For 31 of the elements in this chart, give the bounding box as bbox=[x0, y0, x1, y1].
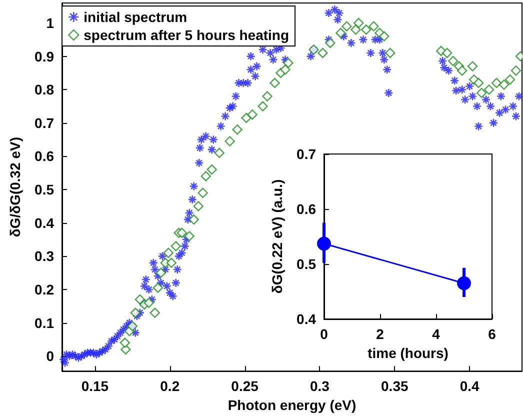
x-axis-title: Photon energy (eV) bbox=[228, 397, 356, 413]
x-tick-label: 0.2 bbox=[160, 378, 180, 394]
y-tick-label: 0.7 bbox=[34, 114, 54, 131]
y-tick-label: 0.6 bbox=[296, 201, 316, 217]
x-tick-label: 0.15 bbox=[81, 378, 109, 394]
y-tick-label: 0 bbox=[46, 348, 54, 364]
y-tick-label: 0.4 bbox=[34, 214, 54, 231]
x-tick-label: 4 bbox=[432, 326, 440, 342]
y-tick-label: 0.1 bbox=[34, 314, 54, 331]
y-tick-label: 0.4 bbox=[296, 311, 316, 327]
x-tick-label: 0.35 bbox=[381, 378, 408, 394]
y-tick-label: 0.6 bbox=[34, 148, 54, 164]
y-axis-title: δG/δG(0.32 eV) bbox=[7, 136, 23, 238]
y-tick-label: 0.8 bbox=[34, 82, 54, 98]
x-tick-label: 6 bbox=[488, 326, 496, 342]
x-axis-title: time (hours) bbox=[368, 344, 448, 361]
x-tick-label: 0.25 bbox=[231, 378, 259, 394]
y-tick-label: 0.9 bbox=[34, 48, 54, 64]
x-tick-label: 2 bbox=[376, 326, 384, 342]
y-tick-label: 0.7 bbox=[296, 146, 316, 162]
y-axis-title: δG(0.22 eV) (a.u.) bbox=[269, 179, 285, 294]
y-tick-label: 0.5 bbox=[296, 256, 316, 272]
legend-label: initial spectrum bbox=[84, 9, 188, 25]
legend-label: spectrum after 5 hours heating bbox=[84, 27, 290, 43]
x-tick-label: 0.4 bbox=[460, 378, 480, 394]
x-tick-label: 0 bbox=[320, 326, 328, 342]
y-tick-label: 0.3 bbox=[34, 248, 54, 264]
y-tick-label: 1 bbox=[46, 14, 54, 31]
x-tick-label: 0.3 bbox=[310, 378, 330, 394]
y-tick-label: 0.5 bbox=[34, 182, 54, 198]
y-tick-label: 0.2 bbox=[34, 281, 54, 298]
